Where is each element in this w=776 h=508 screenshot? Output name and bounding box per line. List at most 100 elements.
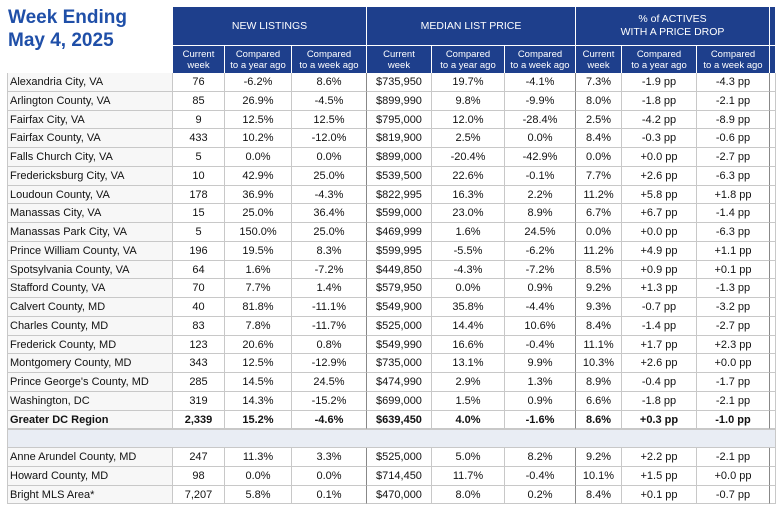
cell-value: -0.4 pp [641,376,677,388]
cell-value: 6.6% [585,395,612,407]
cell: 6.6% [576,392,622,411]
cell: 19.7% [432,73,505,92]
title-line: Week Ending [8,7,127,28]
row-name: Washington, DC [7,392,173,411]
column-header: Current week [173,45,225,73]
cell: -2.7 pp [697,317,770,336]
cell-value: 8.4% [585,320,612,332]
cell-value: -8.9 pp [715,113,751,126]
cell-value: 0.9% [527,395,553,407]
cell: 16.6% [432,336,505,354]
cell-value: 9 [195,113,202,126]
cell-value: $714,450 [376,470,422,482]
cell: -0.6 pp [697,129,770,148]
cell: -4.2 pp [622,111,697,129]
cell: -0.4 pp [622,373,697,392]
row-name: Anne Arundel County, MD [7,448,173,467]
cell: +4.9 pp [622,242,697,261]
group-header-line: MEDIAN LIST PRICE [420,19,522,32]
cell-value: $795,000 [376,113,422,126]
column-header-line: to a year ago [631,59,687,71]
row-filler [770,242,776,261]
cell: -0.7 pp [622,298,697,317]
cell: 15 [173,204,225,223]
cell: 5 [173,223,225,242]
cell: 11.3% [225,448,292,467]
cell-value: 8.3% [316,245,342,257]
cell: $735,000 [367,354,432,373]
cell: 16.3% [432,186,505,204]
cell-value: -6.3 pp [715,170,751,182]
cell: -7.2% [505,261,576,279]
row-filler [770,448,776,467]
cell: -42.9% [505,148,576,167]
cell: 12.5% [292,111,367,129]
cell-value: +2.3 pp [714,338,752,351]
cell: 42.9% [225,167,292,186]
row-filler [770,392,776,411]
cell-value: +1.1 pp [714,245,752,257]
cell-value: -4.3% [314,188,344,201]
cell-value: 42.9% [242,170,274,182]
cell: +2.2 pp [622,448,697,467]
cell-value: -1.8 pp [641,395,677,407]
cell: +2.3 pp [697,336,770,354]
cell-value: -0.4% [525,338,555,351]
column-header-line: Compared [517,48,563,60]
cell-value: -7.2% [314,263,344,276]
cell: 9 [173,111,225,129]
row-name: Arlington County, VA [7,92,173,111]
cell: -1.8 pp [622,92,697,111]
column-header-line: week [587,59,610,71]
cell-value: $699,000 [376,395,422,407]
cell-value: 7.7% [585,170,612,182]
cell-value: 10 [192,170,205,182]
group-header: % of ACTIVES WITH A PRICE DROP [576,7,770,45]
row-name: Charles County, MD [7,317,173,336]
cell: 9.3% [576,298,622,317]
cell-value: 85 [192,95,205,107]
cell: 9.8% [432,92,505,111]
cell-value: -1.6% [525,413,555,426]
cell-value: 2.5% [455,132,481,144]
cell: $819,900 [367,129,432,148]
cell-value: $822,995 [376,188,422,201]
cell: -3.2 pp [697,298,770,317]
row-name: Fredericksburg City, VA [7,167,173,186]
column-header-line: to a year ago [440,59,496,71]
cell-value: +1.8 pp [714,188,752,201]
cell-value: 25.0% [242,207,274,219]
cell-value: 8.6% [316,76,342,88]
cell: 25.0% [292,223,367,242]
column-header-line: to a week ago [299,59,359,71]
cell-value: 7.8% [245,320,271,332]
cell-value: 8.5% [585,263,612,276]
cell-value: -11.7% [311,320,347,332]
region-name: Anne Arundel County, MD [10,451,137,463]
cell-value: -3.2 pp [715,301,751,313]
cell-value: 12.5% [242,113,274,126]
cell-value: +0.9 pp [640,263,678,276]
cell: 11.2% [576,242,622,261]
cell-value: -6.2% [525,245,555,257]
cell-value: $639,450 [376,413,422,426]
cell: $735,950 [367,73,432,92]
cell-value: -6.3 pp [715,226,751,238]
cell: 8.9% [505,204,576,223]
cell-value: 11.1% [583,338,614,351]
cell: -2.7 pp [697,148,770,167]
cell: -6.3 pp [697,223,770,242]
cell: -11.7% [292,317,367,336]
cell: -7.2% [292,261,367,279]
cell: $639,450 [367,411,432,429]
cell-value: -1.9 pp [641,76,677,88]
cell: 22.6% [432,167,505,186]
cell: $525,000 [367,317,432,336]
cell: 5.0% [432,448,505,467]
cell-value: 123 [189,338,208,351]
cell-value: -0.1% [525,170,555,182]
cell-value: $549,990 [376,338,422,351]
cell: +0.9 pp [622,261,697,279]
row-filler [770,167,776,186]
cell: 85 [173,92,225,111]
